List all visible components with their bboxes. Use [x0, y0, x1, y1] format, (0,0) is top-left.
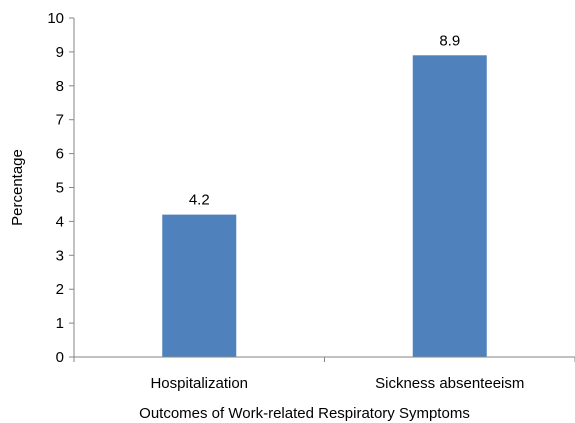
bars — [162, 55, 487, 357]
y-tick-label: 9 — [56, 44, 64, 61]
data-label: 4.2 — [189, 192, 210, 209]
x-axis-title: Outcomes of Work-related Respiratory Sym… — [139, 405, 470, 422]
y-tick-label: 0 — [56, 349, 64, 366]
category-labels: Hospitalization Sickness absenteeism — [150, 375, 524, 392]
y-tick-label: 7 — [56, 112, 64, 129]
y-tick-label: 2 — [56, 281, 64, 298]
y-tick-label: 6 — [56, 146, 64, 163]
y-axis-ticks: 0 1 2 3 4 5 6 7 8 9 10 — [47, 10, 575, 366]
bar-hospitalization — [162, 214, 237, 357]
y-tick-label: 8 — [56, 78, 64, 95]
data-label: 8.9 — [439, 32, 460, 49]
bar-sickness-absenteeism — [412, 55, 487, 357]
data-labels: 4.2 8.9 — [189, 32, 460, 208]
y-axis-title: Percentage — [9, 149, 26, 226]
x-category-label: Sickness absenteeism — [375, 375, 524, 392]
y-tick-label: 3 — [56, 247, 64, 264]
y-tick-label: 1 — [56, 315, 64, 332]
y-tick-label: 4 — [56, 213, 64, 230]
y-tick-label: 10 — [47, 10, 64, 27]
x-category-label: Hospitalization — [150, 375, 248, 392]
y-tick-label: 5 — [56, 180, 64, 197]
